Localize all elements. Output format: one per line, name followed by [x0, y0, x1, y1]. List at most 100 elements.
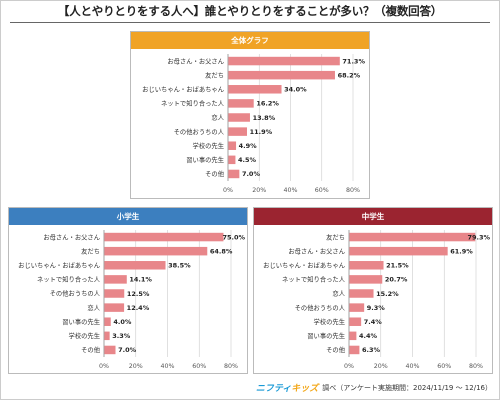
x-tick-label: 60%	[437, 363, 451, 370]
category-label: その他	[205, 169, 225, 178]
bar	[228, 141, 237, 150]
value-label: 9.3%	[367, 304, 386, 312]
bar	[104, 232, 224, 242]
bar	[228, 70, 335, 80]
category-label: 恋人	[332, 289, 345, 298]
category-label: 友だち	[205, 70, 224, 79]
value-label: 75.0%	[222, 233, 245, 241]
value-label: 4.5%	[238, 156, 257, 164]
bar	[228, 99, 254, 108]
survey-period-text: 調べ（アンケート実施期間：2024/11/19 ～ 12/16）	[322, 383, 492, 392]
value-label: 7.0%	[242, 170, 261, 178]
value-label: 21.5%	[386, 262, 409, 270]
value-label: 7.4%	[364, 318, 383, 326]
x-tick-label: 80%	[224, 363, 238, 370]
value-label: 15.2%	[376, 290, 399, 298]
value-label: 12.5%	[127, 290, 150, 298]
x-tick-label: 0%	[99, 363, 109, 370]
category-label: その他おうちの人	[174, 127, 225, 136]
bar	[228, 155, 236, 165]
bar	[349, 303, 365, 312]
chart-panel-elementary: 小学生 0% 20% 40% 60% 80% お母さん・お父さん 75.0% 友だち 64.8%…	[8, 207, 248, 374]
x-tick-label: 80%	[469, 363, 483, 370]
category-label: ネットで知り合った人	[161, 99, 225, 108]
x-tick-label: 80%	[346, 187, 360, 194]
category-label: その他おうちの人	[50, 289, 101, 298]
bar	[349, 275, 383, 284]
category-label: その他	[81, 345, 101, 354]
category-label: おじいちゃん・おばあちゃん	[142, 84, 224, 93]
bar	[349, 232, 476, 242]
overall-bar-chart: 0% 20% 40% 60% 80% お母さん・お父さん 71.3% 友だち 68.2% おじいち…	[142, 54, 365, 194]
category-label: その他	[326, 345, 346, 354]
category-label: お母さん・お父さん	[288, 247, 345, 255]
bar	[104, 331, 110, 341]
value-label: 68.2%	[338, 71, 361, 79]
bar	[228, 113, 250, 122]
x-tick-label: 0%	[223, 187, 233, 194]
chart-panel-junior-high: 中学生 0% 20% 40% 60% 80% 友だち 79.3% お母さん・お父さん 61.9%…	[253, 207, 493, 374]
category-label: お母さん・お父さん	[167, 57, 224, 65]
category-label: 恋人	[87, 303, 100, 312]
bar	[104, 246, 208, 256]
value-label: 71.3%	[342, 57, 365, 65]
category-label: 学校の先生	[69, 331, 100, 340]
value-label: 20.7%	[385, 276, 408, 284]
value-label: 7.0%	[118, 346, 137, 354]
value-label: 64.8%	[210, 247, 233, 255]
chart-panel-overall: 全体グラフ 0% 20% 40% 60% 80% お母さん・お父さん 71.3% 友だち 68.…	[130, 31, 370, 199]
x-tick-label: 20%	[129, 363, 143, 370]
value-label: 13.8%	[253, 114, 276, 122]
chart-title-elementary: 小学生	[9, 208, 247, 225]
category-label: ネットで知り合った人	[282, 275, 346, 284]
value-label: 4.0%	[113, 318, 132, 326]
page-title: 【人とやりとりをする人へ】誰とやりとりをすることが多い？（複数回答）	[57, 4, 443, 18]
category-label: おじいちゃん・おばあちゃん	[18, 260, 100, 269]
value-label: 3.3%	[112, 332, 131, 340]
bar	[349, 331, 357, 341]
bar	[228, 56, 340, 66]
title-divider	[10, 22, 490, 23]
bar	[228, 127, 247, 136]
bar	[349, 246, 448, 256]
category-label: 友だち	[326, 232, 345, 241]
value-label: 4.9%	[239, 142, 258, 150]
bar	[349, 261, 384, 270]
x-tick-label: 60%	[192, 363, 206, 370]
category-label: 習い事の先生	[186, 155, 224, 164]
x-tick-label: 60%	[315, 187, 329, 194]
bar	[228, 85, 282, 94]
category-label: おじいちゃん・おばあちゃん	[263, 260, 345, 269]
category-label: 恋人	[211, 113, 224, 122]
x-tick-label: 20%	[374, 363, 388, 370]
bar	[349, 345, 360, 355]
bar	[228, 169, 240, 179]
value-label: 16.2%	[256, 100, 279, 108]
x-tick-label: 40%	[161, 363, 175, 370]
junior-high-bar-chart: 0% 20% 40% 60% 80% 友だち 79.3% お母さん・お父さん 61.9% おじいち…	[263, 230, 490, 370]
chart-title-junior-high: 中学生	[254, 208, 492, 225]
x-tick-label: 20%	[252, 187, 266, 194]
x-tick-label: 0%	[344, 363, 354, 370]
value-label: 61.9%	[450, 247, 473, 255]
chart-title-overall: 全体グラフ	[131, 32, 369, 49]
category-label: ネットで知り合った人	[37, 275, 101, 284]
bar	[104, 303, 125, 312]
category-label: 学校の先生	[314, 317, 345, 326]
bar	[349, 289, 374, 298]
category-label: その他おうちの人	[295, 303, 346, 312]
value-label: 14.1%	[129, 276, 152, 284]
bar	[104, 289, 125, 298]
value-label: 4.4%	[359, 332, 378, 340]
bar	[349, 317, 362, 326]
category-label: お母さん・お父さん	[43, 233, 100, 241]
bar	[104, 261, 166, 270]
bar	[104, 317, 111, 326]
brand-logo: ニフティキッズ	[255, 384, 319, 394]
value-label: 34.0%	[284, 86, 307, 94]
category-label: 習い事の先生	[307, 331, 345, 340]
source-footer: ニフティキッズ 調べ（アンケート実施期間：2024/11/19 ～ 12/16）	[255, 381, 492, 395]
value-label: 6.3%	[362, 346, 381, 354]
value-label: 11.9%	[250, 128, 273, 136]
category-label: 習い事の先生	[62, 317, 100, 326]
